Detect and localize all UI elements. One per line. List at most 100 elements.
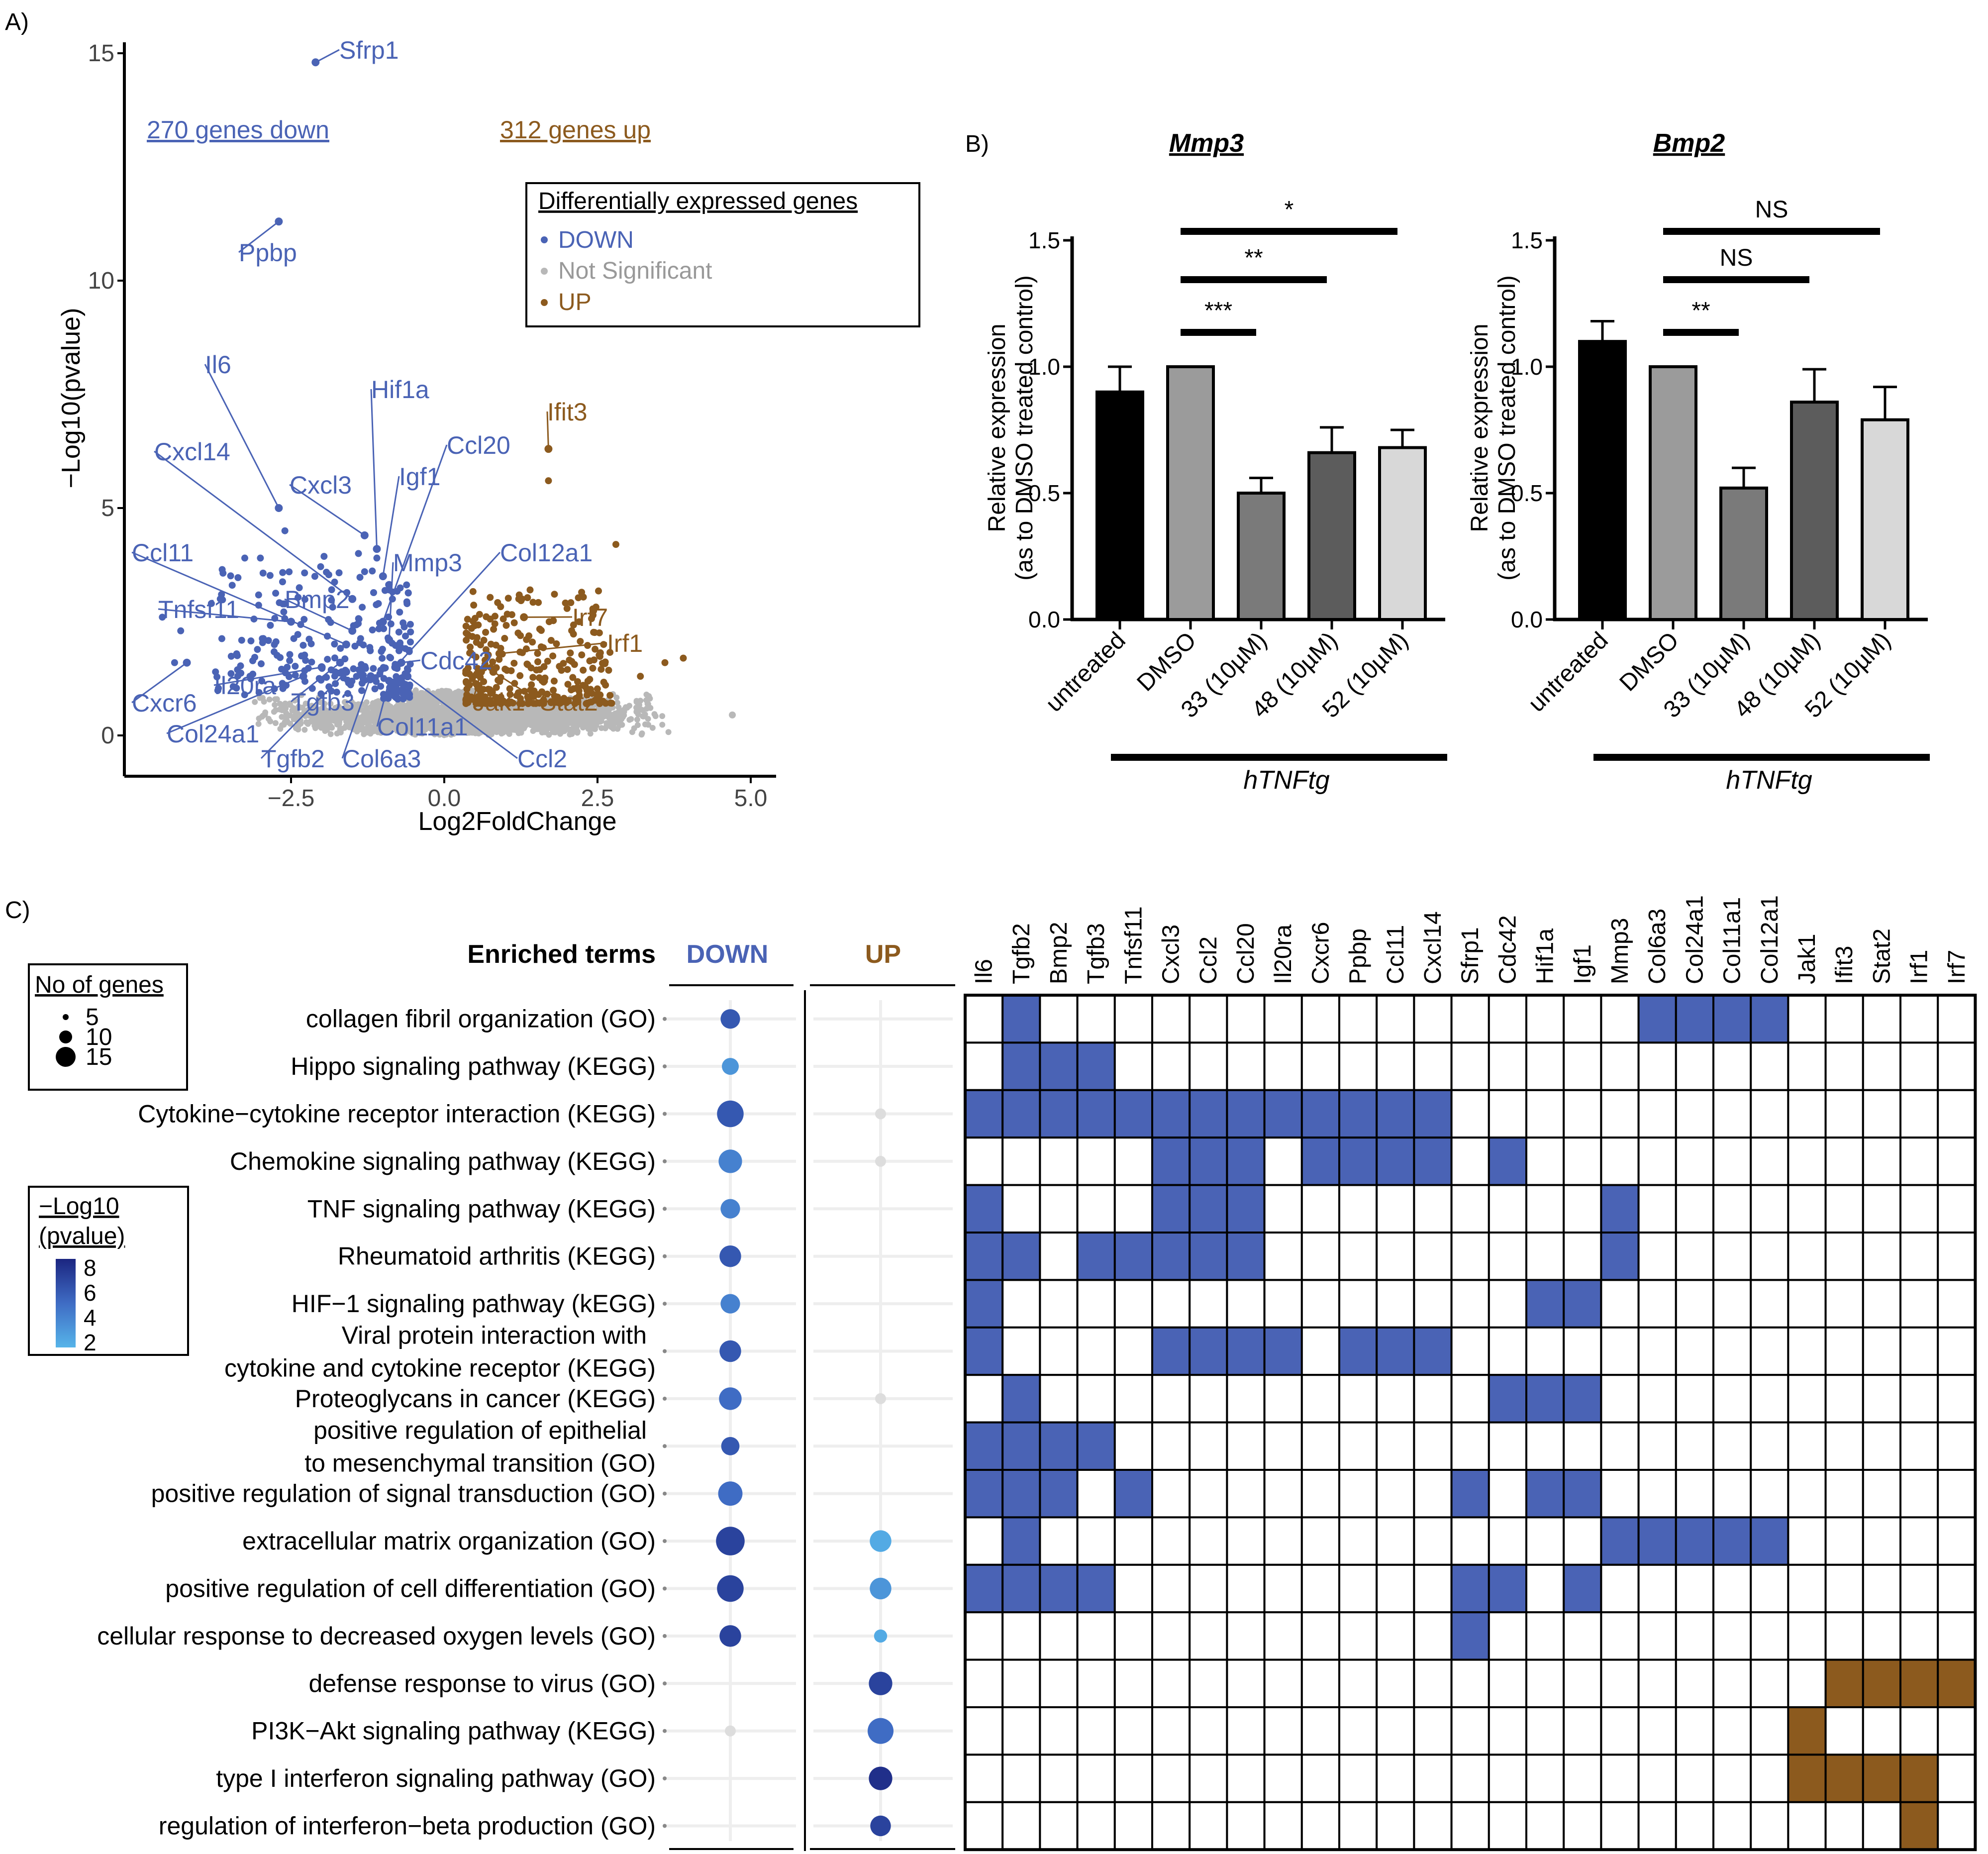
heatmap-cell xyxy=(1076,1563,1116,1614)
heatmap-cell xyxy=(1076,1516,1116,1566)
heatmap-cell xyxy=(1413,1801,1453,1851)
heatmap-cell xyxy=(1899,1469,1939,1519)
heatmap-cell xyxy=(1039,1136,1079,1186)
gene-label-il20ra: Il20ra xyxy=(214,672,276,700)
heatmap-cell xyxy=(1600,1563,1640,1614)
heatmap-cell xyxy=(1824,1136,1864,1186)
up-point xyxy=(516,672,524,679)
heatmap-cell xyxy=(1376,1041,1415,1091)
heatmap-cell xyxy=(1189,1421,1228,1471)
bar xyxy=(1861,418,1909,621)
ns-point xyxy=(541,715,547,721)
down-point xyxy=(251,653,259,661)
ns-point xyxy=(307,719,314,725)
significance-label: * xyxy=(1285,197,1294,223)
bar xyxy=(1578,340,1627,621)
heatmap-cell xyxy=(1263,1658,1303,1709)
down-point xyxy=(286,651,294,658)
heatmap-cell xyxy=(1824,1469,1864,1519)
heatmap-cell xyxy=(1675,1658,1715,1709)
ns-point xyxy=(587,720,594,726)
heatmap-cell xyxy=(1563,1374,1602,1424)
enrichment-rows: collagen fibril organization (GO) Hippo s… xyxy=(97,1000,953,1841)
gene-label-sfrp1: Sfrp1 xyxy=(339,36,399,64)
bar-ylabel: Relative expression xyxy=(1467,324,1493,532)
ns-point xyxy=(441,689,448,696)
down-point xyxy=(370,665,377,672)
gene-header: Mmp3 xyxy=(1607,918,1633,984)
row-tick xyxy=(663,1681,667,1686)
ns-point xyxy=(272,696,279,703)
heatmap-cell xyxy=(1039,1706,1079,1756)
up-dot xyxy=(869,1766,893,1790)
heatmap-cell xyxy=(1712,1753,1752,1803)
heatmap-cell xyxy=(1001,1753,1041,1803)
ns-point xyxy=(587,730,594,737)
ns-point xyxy=(252,699,258,705)
heatmap-cell xyxy=(1600,1753,1640,1803)
heatmap-cell xyxy=(1450,1041,1490,1091)
heatmap-cell xyxy=(1787,1136,1827,1186)
down-point xyxy=(351,642,359,650)
heatmap-cell xyxy=(1189,1136,1228,1186)
ns-point xyxy=(256,715,262,721)
ns-point xyxy=(318,724,324,731)
ns-point xyxy=(346,724,353,730)
heatmap-cell xyxy=(1563,1136,1602,1186)
ns-point xyxy=(279,705,286,711)
row-tick xyxy=(663,1824,667,1828)
down-point xyxy=(259,635,266,642)
volcano-ytick-label: 0 xyxy=(101,722,114,749)
heatmap-cell xyxy=(1525,1326,1565,1376)
heatmap-cell xyxy=(1263,1184,1303,1234)
heatmap-cell xyxy=(1338,1374,1378,1424)
gene-header: Col6a3 xyxy=(1644,909,1671,984)
heatmap-cell xyxy=(1525,1516,1565,1566)
up-point xyxy=(577,637,584,645)
heatmap-cell xyxy=(1899,1136,1939,1186)
heatmap-cell xyxy=(964,1184,1004,1234)
down-dot xyxy=(719,1625,741,1647)
heatmap-cell xyxy=(1675,1516,1715,1566)
down-point xyxy=(350,665,357,673)
heatmap-cell xyxy=(1189,1801,1228,1851)
heatmap-cell xyxy=(964,1279,1004,1329)
heatmap-cell xyxy=(1488,1041,1528,1091)
ns-point xyxy=(414,698,420,704)
heatmap-cell xyxy=(1600,1089,1640,1139)
up-point xyxy=(549,652,557,660)
up-point xyxy=(482,628,490,636)
heatmap-cell xyxy=(1899,1801,1939,1851)
ns-point xyxy=(588,713,595,720)
down-point xyxy=(399,690,406,697)
heatmap-cell xyxy=(1300,1706,1341,1756)
ns-point xyxy=(472,710,479,716)
heatmap-cell xyxy=(1151,1279,1191,1329)
heatmap-cell xyxy=(1300,1232,1341,1281)
heatmap-cell xyxy=(1039,1326,1079,1376)
heatmap-cell xyxy=(1076,1326,1116,1376)
ns-point xyxy=(282,700,289,707)
heatmap-cell xyxy=(1787,1089,1827,1139)
heatmap-cell xyxy=(1637,1611,1677,1661)
up-point xyxy=(612,541,619,548)
heatmap-cell xyxy=(1376,1801,1415,1851)
ns-point xyxy=(605,714,612,721)
bar xyxy=(1166,365,1215,621)
heatmap-cell xyxy=(1300,1801,1341,1851)
heatmap-cell xyxy=(1937,1421,1977,1471)
heatmap-cell xyxy=(1450,1658,1490,1709)
up-point xyxy=(570,630,577,638)
heatmap-cell xyxy=(1750,1374,1789,1424)
heatmap-cell xyxy=(1637,1753,1677,1803)
heatmap-cell xyxy=(1563,1611,1602,1661)
heatmap-cell xyxy=(1263,1611,1303,1661)
term-label: positive regulation of signal transducti… xyxy=(151,1480,656,1508)
heatmap-cell xyxy=(1563,1469,1602,1519)
heatmap-cell xyxy=(1488,1279,1528,1329)
bar xyxy=(1237,492,1286,621)
down-point xyxy=(359,604,366,611)
heatmap-cell xyxy=(1001,1421,1041,1471)
heatmap-cell xyxy=(1076,1041,1116,1091)
term-label: cytokine and cytokine receptor (KEGG) xyxy=(224,1354,656,1382)
